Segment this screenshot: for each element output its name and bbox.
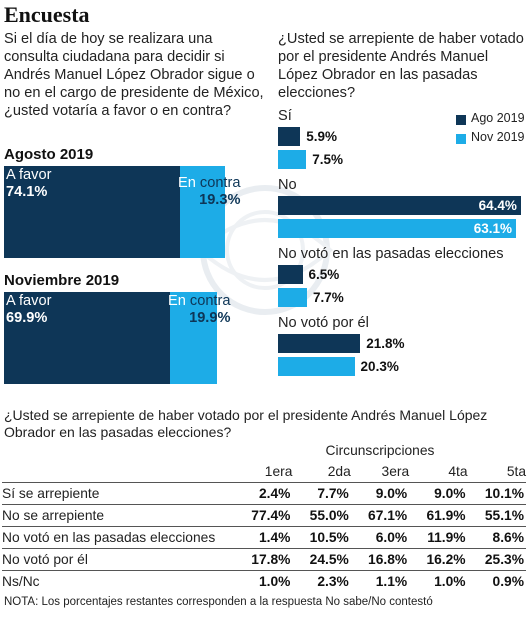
table-cell: 0.9% [467, 570, 526, 592]
question-table: ¿Usted se arrepiente de haber votado por… [4, 407, 488, 440]
favor-label-agosto: A favor 74.1% [6, 167, 51, 201]
table-group-header-row: Circunscripciones [2, 440, 526, 461]
page-title: Encuesta [4, 2, 90, 27]
contra-label-agosto: En contra 19.3% [178, 175, 240, 209]
bar-ago-0 [278, 127, 301, 146]
category-label-no: No [278, 177, 297, 193]
legend-swatch-ago [456, 115, 466, 125]
contra-post-agosto: contra [199, 175, 241, 191]
column-header-1era: 1era [264, 464, 293, 479]
legend-label-nov: Nov 2019 [471, 130, 525, 144]
period-label-noviembre: Noviembre 2019 [4, 272, 120, 289]
bar-value-label: 63.1% [473, 221, 512, 236]
table-cell: 10.5% [292, 526, 351, 549]
bar-value-label: 6.5% [308, 267, 340, 282]
favor-value-agosto: 74.1% [6, 184, 48, 200]
bar-value-label: 7.5% [312, 152, 344, 167]
table-cell: 55.0% [292, 504, 351, 527]
bar-value-label: 64.4% [478, 198, 517, 213]
legend-swatch-nov [456, 134, 466, 144]
bar-ago-3 [278, 334, 361, 353]
category-label-no-voto-elecciones: No votó en las pasadas elecciones [278, 246, 504, 262]
table-group-header: Circunscripciones [325, 443, 435, 458]
split-bar-noviembre: A favor 69.9% En contra 19.9% [4, 292, 241, 384]
table-row: No se arrepiente 77.4% 55.0% 67.1% 61.9% 55.1… [2, 504, 526, 527]
row-label: Sí se arrepiente [2, 482, 234, 505]
period-label-agosto: Agosto 2019 [4, 146, 94, 163]
favor-label-noviembre: A favor 69.9% [6, 293, 51, 327]
table-cell: 16.2% [409, 548, 468, 571]
row-label: No se arrepiente [2, 504, 234, 527]
split-bar-agosto: A favor 74.1% En contra 19.3% [4, 166, 241, 258]
table-cell: 67.1% [350, 504, 410, 527]
column-header-3era: 3era [381, 464, 410, 479]
table-cell: 24.5% [292, 548, 351, 571]
bar-ago-1 [278, 196, 521, 215]
bar-nov-3 [278, 357, 355, 376]
bar-ago-2 [278, 265, 303, 284]
table-cell: 10.1% [467, 482, 526, 505]
bar-value-label: 20.3% [360, 359, 399, 374]
contra-label-noviembre: En contra 19.9% [168, 293, 230, 327]
bar-nov-2 [278, 288, 308, 307]
contra-pre-agosto: En [178, 175, 200, 191]
question-vote: Si el día de hoy se realizara una consul… [4, 31, 264, 119]
table-cell: 61.9% [409, 504, 468, 527]
table-cell: 2.4% [234, 482, 293, 505]
table-header-row: 1era 2da 3era 4ta 5ta [2, 461, 526, 483]
contra-value-agosto: 19.3% [199, 192, 241, 208]
category-label-no-voto-por-el: No votó por él [278, 315, 369, 331]
column-header-2da: 2da [327, 464, 351, 479]
bar-nov-1 [278, 219, 516, 238]
bar-value-label: 7.7% [313, 290, 344, 305]
table-cell: 1.0% [409, 570, 468, 592]
table-cell: 1.0% [234, 570, 293, 592]
contra-bar-noviembre [169, 292, 217, 384]
table-row: No votó en las pasadas elecciones 1.4% 10.… [2, 526, 526, 549]
table-cell: 7.7% [292, 482, 351, 505]
favor-bar-noviembre [4, 292, 170, 384]
legend-label-ago: Ago 2019 [471, 111, 525, 125]
row-label: No votó por él [2, 548, 234, 571]
bar-value-label: 21.8% [366, 336, 405, 351]
circunscripciones-table: Circunscripciones 1era 2da 3era 4ta 5ta … [2, 440, 526, 592]
bar-nov-0 [278, 150, 307, 169]
table-cell: 6.0% [350, 526, 410, 549]
table-cell: 16.8% [350, 548, 410, 571]
category-label-si: Sí [278, 108, 292, 124]
favor-bar-agosto [4, 166, 180, 258]
table-cell: 55.1% [467, 504, 526, 527]
table-cell: 9.0% [409, 482, 468, 505]
table-cell: 11.9% [409, 526, 468, 549]
table-row: No votó por él 17.8% 24.5% 16.8% 16.2% 25.3% [2, 548, 526, 571]
favor-text-noviembre: A favor [6, 293, 52, 309]
question-regret: ¿Usted se arrepiente de haber votado por… [278, 31, 524, 101]
table-row: Ns/Nc 1.0% 2.3% 1.1% 1.0% 0.9% [2, 570, 526, 592]
contra-pre-noviembre: En [168, 293, 190, 309]
contra-value-noviembre: 19.9% [189, 310, 231, 326]
favor-text-agosto: A favor [6, 167, 52, 183]
column-header-4ta: 4ta [448, 464, 468, 479]
column-header-5ta: 5ta [506, 464, 526, 479]
favor-value-noviembre: 69.9% [6, 310, 48, 326]
table-cell: 17.8% [234, 548, 293, 571]
footnote: NOTA: Los porcentajes restantes correspo… [4, 596, 433, 608]
table-cell: 1.4% [234, 526, 293, 549]
table-cell: 9.0% [350, 482, 410, 505]
bar-value-label: 5.9% [306, 129, 338, 144]
contra-bar-agosto [179, 166, 226, 258]
table-cell: 25.3% [467, 548, 526, 571]
table-cell: 8.6% [467, 526, 526, 549]
table-row: Sí se arrepiente 2.4% 7.7% 9.0% 9.0% 10.1% [2, 482, 526, 505]
table-cell: 77.4% [234, 504, 293, 527]
table-cell: 2.3% [292, 570, 351, 592]
row-label: No votó en las pasadas elecciones [2, 526, 234, 549]
table-cell: 1.1% [350, 570, 410, 592]
contra-post-noviembre: contra [189, 293, 231, 309]
row-label: Ns/Nc [2, 570, 234, 592]
